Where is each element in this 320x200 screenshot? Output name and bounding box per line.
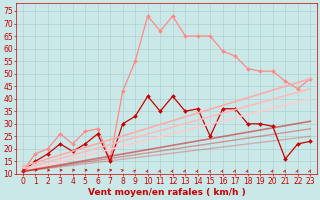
X-axis label: Vent moyen/en rafales ( km/h ): Vent moyen/en rafales ( km/h ) [88, 188, 245, 197]
